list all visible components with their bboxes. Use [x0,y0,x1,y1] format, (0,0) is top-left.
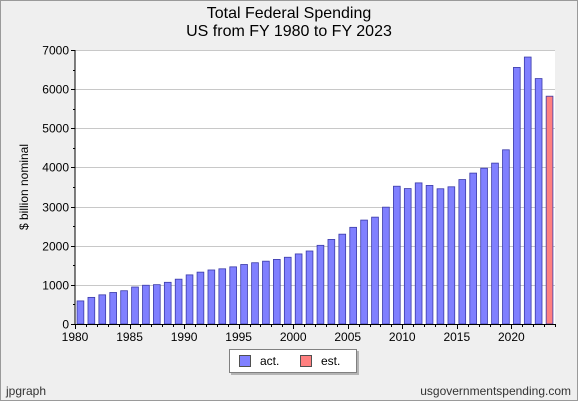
bar-2005 [349,226,357,325]
bar-2019 [502,149,510,325]
footer-credit-left: jpgraph [6,384,47,398]
bar-2022 [534,78,543,325]
bar-2002 [316,244,325,325]
bar-2016 [469,172,477,325]
bar-2018 [491,162,499,325]
y-ticks: 0 1000 2000 3000 4000 5000 6000 7000 [42,44,75,332]
y-tick-label: 7000 [42,44,69,58]
bar-1990 [185,274,194,325]
legend: act. est. [229,349,357,373]
bar-1984 [120,290,128,325]
bar-2020 [513,67,521,325]
bar-2015 [458,179,467,325]
bar-1994 [229,266,237,325]
y-tick-label: 1000 [42,279,69,293]
y-tick-label: 4000 [42,161,69,175]
bar-2006 [360,219,368,325]
bar-1989 [174,278,183,325]
bar-1985 [131,286,139,325]
bar-2001 [305,250,314,325]
legend-label-estimate: est. [321,354,341,368]
chart-subtitle: US from FY 1980 to FY 2023 [186,23,392,40]
x-tick-label: 1990 [171,330,198,344]
bar-1980 [76,300,85,325]
bar-2000 [294,253,303,325]
bar-1999 [283,256,292,325]
legend-swatch-actual [239,355,251,367]
legend-item-estimate: est. [300,354,340,368]
grid-lines [75,50,555,286]
y-tick-label: 2000 [42,240,69,254]
x-tick-label: 2005 [334,330,361,344]
bar-1996 [251,262,259,325]
y-tick-label: 3000 [42,201,69,215]
bar-1986 [142,284,150,325]
bar-2013 [436,188,445,325]
bars [76,56,554,325]
bar-1993 [218,268,227,325]
bar-2008 [382,206,390,325]
y-axis-label: $ billion nominal [17,144,31,230]
bar-1983 [109,292,117,325]
bar-2017 [480,167,488,325]
legend-swatch-estimate [300,355,312,367]
x-tick-label: 2015 [443,330,470,344]
legend-item-actual: act. [239,354,279,368]
bar-1981 [87,296,96,325]
x-tick-label: 1995 [225,330,252,344]
bar-1998 [273,259,281,325]
x-tick-label: 1985 [116,330,143,344]
bar-1992 [207,269,216,325]
x-tick-label: 2000 [280,330,307,344]
legend-label-actual: act. [260,354,280,368]
bar-1982 [98,294,107,325]
bar-2012 [425,185,434,325]
bar-1995 [240,264,248,325]
footer-credit-right: usgovernmentspending.com [420,384,571,398]
chart-title: Total Federal Spending [206,5,372,22]
x-ticks: 1980 1985 1990 1995 2000 2005 2010 2015 2020 [62,324,556,344]
x-tick-label: 2020 [498,330,525,344]
bar-1997 [262,260,270,325]
x-tick-label: 2010 [389,330,416,344]
bar-2007 [371,216,379,325]
bar-2003 [327,239,336,325]
y-tick-label: 0 [62,318,69,332]
bar-2023 [545,95,554,325]
bar-2014 [447,186,456,325]
bar-1988 [163,281,172,325]
bar-2010 [403,188,412,325]
bar-2004 [338,233,347,325]
x-tick-label: 1980 [62,330,89,344]
bar-2009 [393,185,401,325]
y-tick-label: 5000 [42,122,69,136]
bar-2011 [414,182,423,325]
bar-1987 [153,284,161,325]
y-tick-label: 6000 [42,83,69,97]
bar-2021 [523,56,532,325]
bar-1991 [196,271,205,325]
